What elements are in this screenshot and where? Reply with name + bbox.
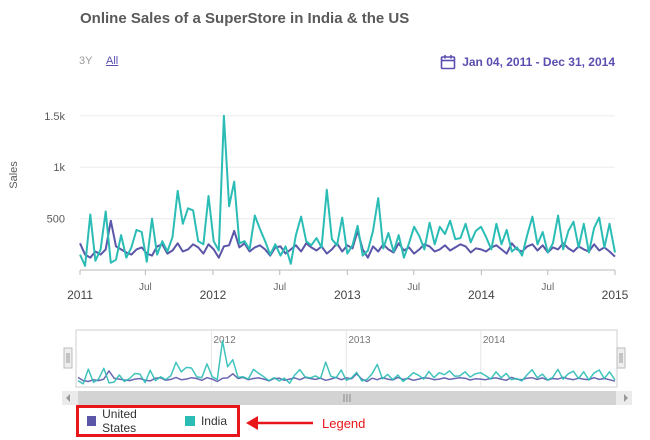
x-tick-label: Jul <box>407 282 420 293</box>
scroll-left-arrow[interactable] <box>66 394 70 402</box>
legend-item-us[interactable]: United States <box>87 407 168 435</box>
x-tick-label: 2012 <box>200 288 227 302</box>
x-tick-label: Jul <box>273 282 286 293</box>
chart-title: Online Sales of a SuperStore in India & … <box>80 10 410 27</box>
x-tick-label: 2011 <box>67 288 93 302</box>
legend-label-us: United States <box>102 407 137 435</box>
navigator-series <box>77 340 616 385</box>
legend-annotation-label: Legend <box>322 416 366 431</box>
legend-swatch-india <box>184 416 195 426</box>
navigator-year-label: 2013 <box>348 335 371 346</box>
legend: United States India <box>76 405 240 437</box>
x-tick-label: Jul <box>541 282 554 293</box>
navigator-year-label: 2014 <box>483 335 506 346</box>
x-tick-label: 2014 <box>468 288 495 302</box>
calendar-icon <box>440 55 456 70</box>
y-tick-label: 500 <box>47 214 65 226</box>
main-grid <box>80 115 615 220</box>
navigator-left-handle[interactable] <box>63 347 73 369</box>
range-button-all[interactable]: All <box>106 55 119 67</box>
date-range-picker[interactable]: Jan 04, 2011 - Dec 31, 2014 <box>440 54 615 70</box>
navigator-line-india <box>77 340 616 385</box>
legend-swatch-us <box>87 416 97 426</box>
legend-annotation-arrow <box>246 416 313 430</box>
navigator-grid: 2012 2013 2014 <box>210 330 506 387</box>
series-line-india <box>79 114 616 267</box>
legend-item-india[interactable]: India <box>184 414 227 428</box>
x-tick-label: Jul <box>139 282 152 293</box>
y-tick-label: 1.5k <box>44 111 65 123</box>
y-axis-label: Sales <box>8 161 20 189</box>
range-button-3y[interactable]: 3Y <box>79 55 93 67</box>
date-range-text: Jan 04, 2011 - Dec 31, 2014 <box>462 55 615 69</box>
legend-label-india: India <box>200 414 227 428</box>
main-series <box>79 114 616 267</box>
navigator-right-handle[interactable] <box>616 347 626 369</box>
x-axis-ticks: 2011 Jul 2012 Jul 2013 Jul 2014 Jul 2015 <box>67 270 629 302</box>
series-line-us <box>79 219 616 259</box>
scrollbar-grip <box>343 394 351 402</box>
navigator-year-label: 2012 <box>213 335 236 346</box>
y-tick-label: 1k <box>53 162 65 174</box>
x-tick-label: 2013 <box>334 288 361 302</box>
x-tick-label: 2015 <box>602 288 629 302</box>
y-axis-ticks: 500 1k 1.5k <box>44 111 65 226</box>
navigator-line-us <box>77 370 616 383</box>
scroll-right-arrow[interactable] <box>624 394 628 402</box>
